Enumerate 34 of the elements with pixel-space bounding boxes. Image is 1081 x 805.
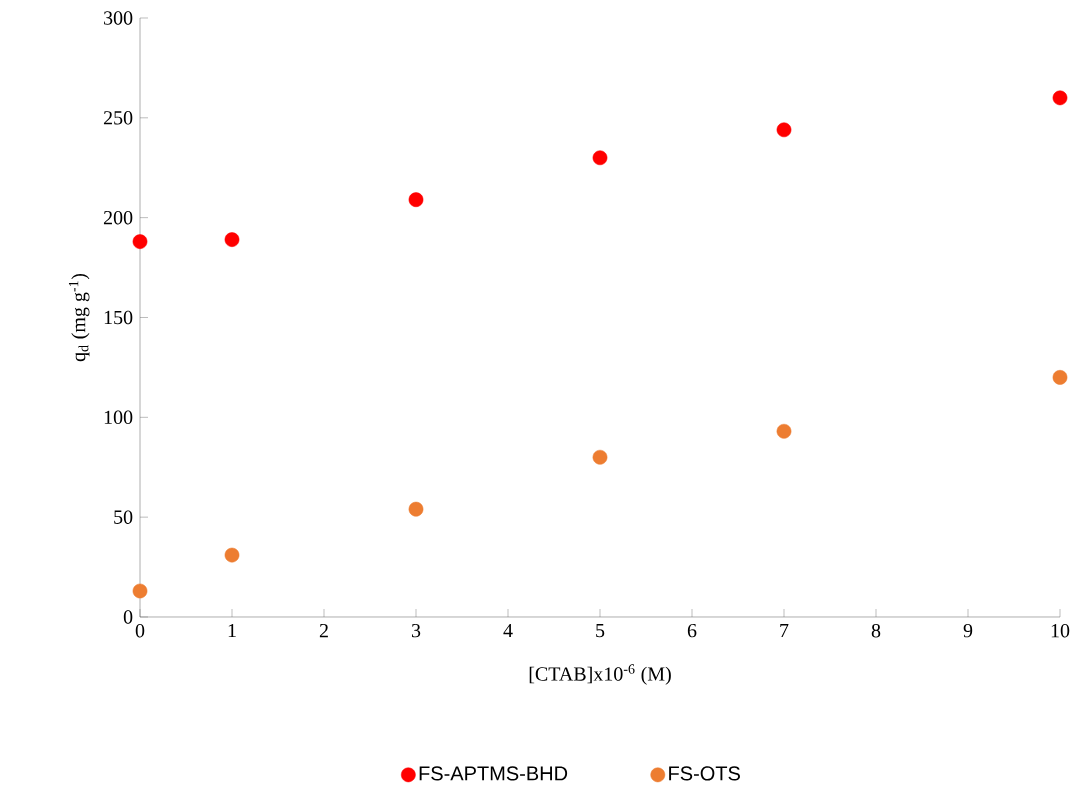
- legend-label: FS-APTMS-BHD: [419, 766, 568, 781]
- point: [776, 122, 792, 138]
- x-tick-label: 5: [596, 623, 605, 638]
- point: [224, 232, 240, 247]
- x-tick-label: 9: [963, 623, 973, 638]
- point: [408, 501, 424, 517]
- x-tick-label: 7: [780, 623, 789, 638]
- y-tick-label: 250: [103, 111, 133, 125]
- point: [1052, 90, 1068, 106]
- point: [1052, 370, 1068, 385]
- y-tick-label: 150: [104, 310, 133, 325]
- x-tick-label: 6: [687, 623, 697, 638]
- x-tick-label: 3: [411, 623, 421, 638]
- point: [132, 234, 148, 249]
- x-tick-label: 10: [1051, 623, 1070, 638]
- point: [776, 423, 792, 439]
- y-tick-label: 300: [104, 11, 133, 25]
- x-tick-label: 8: [871, 623, 881, 638]
- point: [224, 547, 240, 563]
- x-tick-label: 4: [503, 623, 513, 638]
- y-tick-label: 100: [104, 410, 133, 425]
- y-axis-title: q$_{d}$ (mg g$^{-1}$): [68, 273, 90, 362]
- y-tick-label: 50: [114, 510, 133, 524]
- point: [592, 150, 608, 166]
- legend-label: FS-OTS: [669, 766, 740, 781]
- point: [408, 192, 424, 208]
- y-tick-label: 0: [123, 610, 133, 624]
- x-tick-label: 0: [135, 623, 145, 638]
- y-tick-label: 200: [103, 210, 133, 225]
- point: [132, 583, 148, 599]
- point: [592, 449, 608, 465]
- x-tick-label: 1: [228, 623, 236, 638]
- x-axis-title: [CTAB]x10$^{-6}$ (M): [529, 664, 671, 685]
- x-tick-label: 2: [319, 623, 328, 638]
